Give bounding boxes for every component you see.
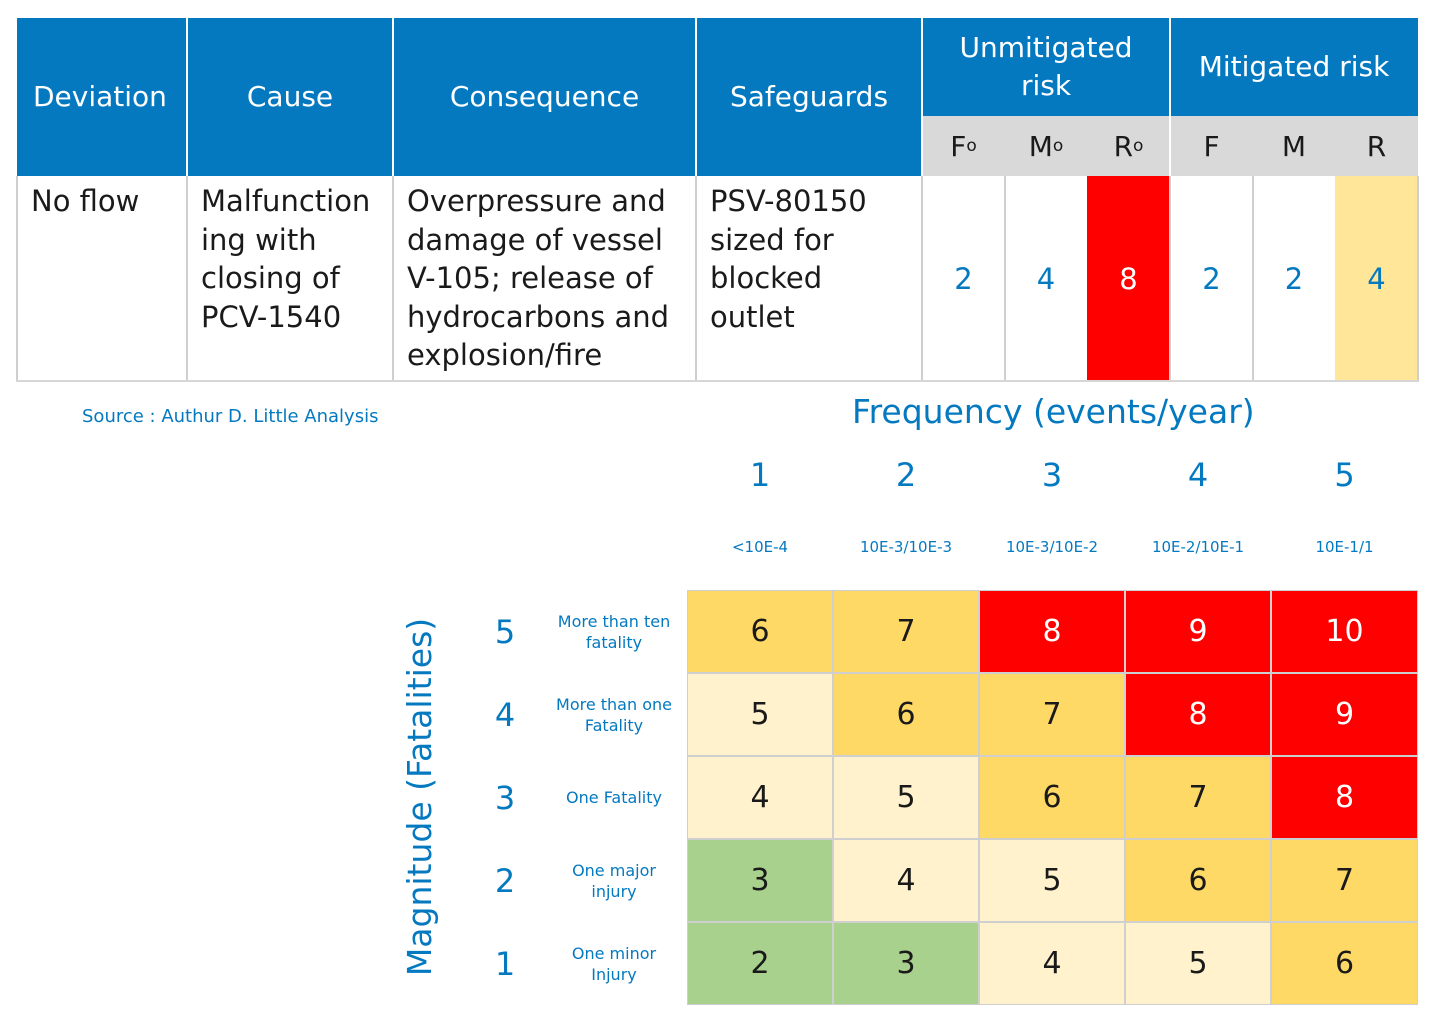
cell-consequence: Overpressure and damage of vessel V-105;… (393, 176, 696, 382)
cell-m-value: 2 (1253, 176, 1335, 382)
cell-cause: Malfunction ing with closing of PCV-1540 (187, 176, 393, 382)
magnitude-level: 4 (494, 695, 516, 734)
frequency-level: 5 (1334, 456, 1355, 494)
matrix-cell: 2 (687, 922, 833, 1005)
frequency-range: <10E-4 (731, 538, 789, 556)
frequency-range: 10E-3/10E-2 (1005, 538, 1099, 556)
matrix-cell: 6 (1271, 922, 1418, 1005)
header-cause: Cause (187, 18, 393, 176)
header-divider (695, 18, 697, 176)
row-divider (16, 176, 18, 382)
frequency-level: 3 (1041, 456, 1063, 494)
magnitude-level: 5 (494, 612, 516, 651)
cell-ro-value: 8 (1087, 176, 1170, 382)
subheader-ro-sub: o (1133, 136, 1144, 156)
header-deviation: Deviation (17, 18, 187, 176)
magnitude-label: One Fatality (566, 788, 662, 807)
cell-r-value: 4 (1335, 176, 1418, 382)
matrix-cell: 4 (687, 756, 833, 839)
header-divider (392, 18, 394, 176)
matrix-cell: 5 (1125, 922, 1271, 1005)
magnitude-label: More than ten fatality (557, 611, 671, 652)
magnitude-axis-title: Magnitude (Fatalities) (400, 617, 439, 977)
matrix-cell: 6 (979, 756, 1125, 839)
header-mitigated-risk: Mitigated risk (1170, 18, 1418, 116)
matrix-cell: 8 (1125, 673, 1271, 756)
magnitude-level: 2 (494, 861, 516, 900)
row-divider (186, 176, 188, 382)
cell-fo-value: 2 (922, 176, 1005, 382)
magnitude-label: More than one Fatality (556, 694, 672, 735)
subheader-r: R (1335, 116, 1418, 176)
subheader-mo-letter: M (1028, 129, 1053, 163)
matrix-cell: 8 (979, 590, 1125, 673)
matrix-cell: 10 (1271, 590, 1418, 673)
subheader-mo-sub: o (1052, 136, 1064, 156)
subheader-ro-letter: R (1113, 129, 1134, 163)
matrix-cell: 6 (687, 590, 833, 673)
matrix-cell: 5 (687, 673, 833, 756)
subheader-m: M (1253, 116, 1335, 176)
frequency-axis-title: Frequency (events/year) (852, 392, 1255, 431)
cell-f-value: 2 (1170, 176, 1253, 382)
frequency-level: 4 (1187, 456, 1209, 494)
subheader-f: F (1170, 116, 1253, 176)
magnitude-label: One major injury (572, 860, 656, 901)
row-divider (392, 176, 394, 382)
header-divider (186, 18, 188, 176)
matrix-cell: 9 (1125, 590, 1271, 673)
matrix-cell: 7 (833, 590, 979, 673)
header-divider (1169, 18, 1171, 176)
row-bottom-line (16, 380, 1419, 382)
frequency-level: 2 (895, 456, 917, 494)
row-divider (1004, 176, 1006, 382)
subheader-fo-sub: o (966, 136, 977, 156)
row-divider (1417, 176, 1419, 382)
cell-safeguards: PSV-80150 sized for blocked outlet (696, 176, 922, 382)
frequency-range: 10E-3/10E-3 (859, 538, 953, 556)
matrix-cell: 7 (979, 673, 1125, 756)
header-safeguards: Safeguards (696, 18, 922, 176)
matrix-cell: 7 (1271, 839, 1418, 922)
matrix-cell: 6 (1125, 839, 1271, 922)
matrix-cell: 9 (1271, 673, 1418, 756)
magnitude-level: 1 (494, 944, 516, 983)
cell-mo-value: 4 (1005, 176, 1087, 382)
matrix-cell: 7 (1125, 756, 1271, 839)
row-divider (695, 176, 697, 382)
matrix-cell: 3 (687, 839, 833, 922)
cell-deviation: No flow (17, 176, 187, 382)
matrix-cell: 4 (979, 922, 1125, 1005)
header-divider (921, 18, 923, 176)
source-note: Source : Authur D. Little Analysis (82, 406, 379, 427)
row-divider (1169, 176, 1171, 382)
matrix-cell: 5 (833, 756, 979, 839)
header-consequence: Consequence (393, 18, 696, 176)
header-unmitigated-risk: Unmitigated risk (922, 18, 1170, 116)
matrix-cell: 5 (979, 839, 1125, 922)
row-divider (921, 176, 923, 382)
magnitude-level: 3 (494, 778, 516, 817)
frequency-range: 10E-1/1 (1315, 538, 1374, 556)
matrix-cell: 8 (1271, 756, 1418, 839)
matrix-cell: 3 (833, 922, 979, 1005)
frequency-range: 10E-2/10E-1 (1151, 538, 1245, 556)
matrix-cell: 6 (833, 673, 979, 756)
row-divider (1252, 176, 1254, 382)
magnitude-label: One minor Injury (571, 943, 657, 984)
frequency-level: 1 (749, 456, 771, 494)
matrix-cell: 4 (833, 839, 979, 922)
subheader-fo-letter: F (950, 129, 967, 163)
